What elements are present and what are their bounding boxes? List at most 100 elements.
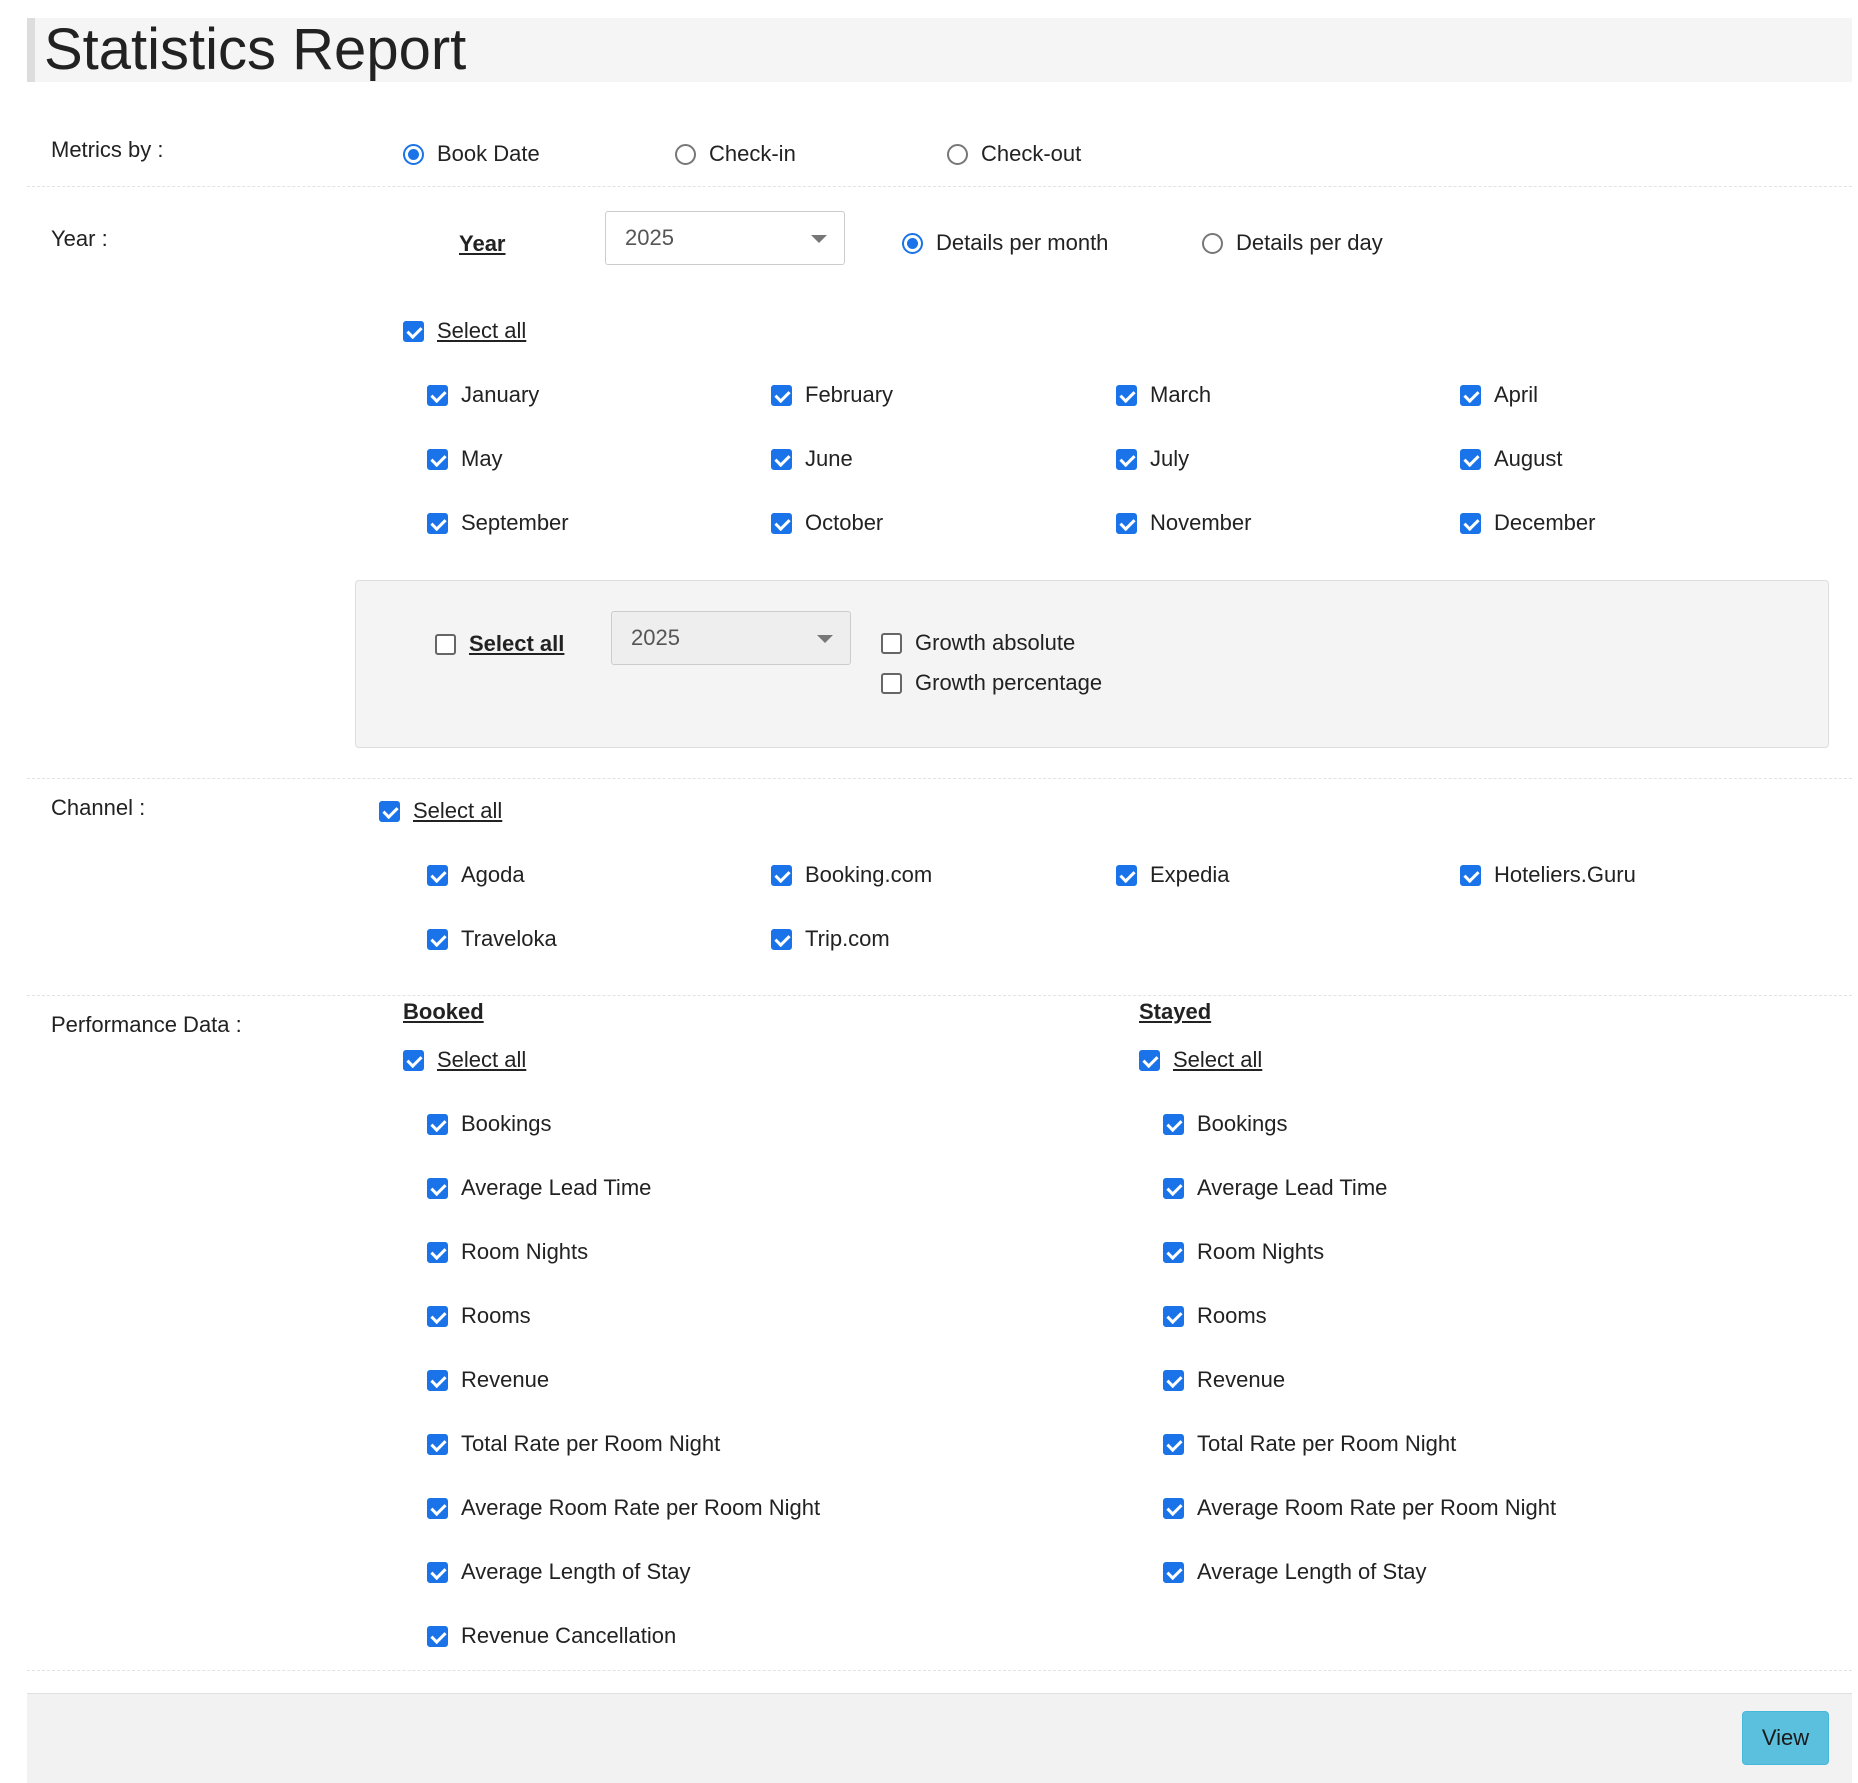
- month-checkbox[interactable]: December: [1460, 509, 1595, 537]
- view-button[interactable]: View: [1742, 1711, 1829, 1765]
- stayed-select-all[interactable]: Select all: [1139, 1046, 1262, 1074]
- checkbox[interactable]: [771, 512, 792, 534]
- radio-details-per-month[interactable]: Details per month: [902, 229, 1108, 257]
- radio-indicator[interactable]: [675, 143, 696, 165]
- stayed-metric-checkbox[interactable]: Average Lead Time: [1163, 1174, 1387, 1202]
- booked-metric-checkbox[interactable]: Room Nights: [427, 1238, 588, 1266]
- booked-metric-checkbox[interactable]: Average Room Rate per Room Night: [427, 1494, 820, 1522]
- checkbox[interactable]: [1163, 1113, 1184, 1135]
- select-all-label[interactable]: Select all: [413, 798, 503, 823]
- year-select[interactable]: 2025: [605, 211, 845, 265]
- checkbox[interactable]: [427, 1113, 448, 1135]
- radio-check-in[interactable]: Check-in: [675, 140, 796, 168]
- stayed-metric-checkbox[interactable]: Average Length of Stay: [1163, 1558, 1427, 1586]
- radio-indicator[interactable]: [902, 232, 923, 254]
- comparison-select-all[interactable]: Select all: [435, 630, 564, 658]
- checkbox[interactable]: [427, 864, 448, 886]
- checkbox[interactable]: [881, 672, 902, 694]
- checkbox[interactable]: [1460, 384, 1481, 406]
- checkbox[interactable]: [771, 864, 792, 886]
- month-checkbox[interactable]: May: [427, 445, 503, 473]
- select-all-label[interactable]: Select all: [437, 318, 527, 343]
- booked-metric-checkbox[interactable]: Revenue: [427, 1366, 549, 1394]
- booked-metric-checkbox[interactable]: Revenue Cancellation: [427, 1622, 676, 1650]
- radio-indicator[interactable]: [1202, 232, 1223, 254]
- checkbox[interactable]: [1116, 864, 1137, 886]
- checkbox[interactable]: [1163, 1433, 1184, 1455]
- month-checkbox[interactable]: July: [1116, 445, 1189, 473]
- month-checkbox[interactable]: March: [1116, 381, 1211, 409]
- checkbox[interactable]: [1163, 1369, 1184, 1391]
- booked-metric-checkbox[interactable]: Total Rate per Room Night: [427, 1430, 720, 1458]
- radio-indicator[interactable]: [947, 143, 968, 165]
- checkbox[interactable]: [771, 928, 792, 950]
- radio-details-per-day[interactable]: Details per day: [1202, 229, 1383, 257]
- checkbox[interactable]: [427, 928, 448, 950]
- month-checkbox[interactable]: June: [771, 445, 853, 473]
- checkbox[interactable]: [1116, 448, 1137, 470]
- checkbox[interactable]: [1460, 864, 1481, 886]
- growth-percentage-checkbox[interactable]: Growth percentage: [881, 669, 1102, 697]
- checkbox[interactable]: [1460, 512, 1481, 534]
- radio-check-out[interactable]: Check-out: [947, 140, 1081, 168]
- booked-metric-checkbox[interactable]: Average Length of Stay: [427, 1558, 691, 1586]
- checkbox[interactable]: [1163, 1497, 1184, 1519]
- select-all-label[interactable]: Select all: [437, 1047, 527, 1072]
- growth-absolute-checkbox[interactable]: Growth absolute: [881, 629, 1075, 657]
- month-checkbox[interactable]: August: [1460, 445, 1563, 473]
- booked-select-all[interactable]: Select all: [403, 1046, 526, 1074]
- checkbox[interactable]: [403, 1049, 424, 1071]
- month-checkbox[interactable]: October: [771, 509, 883, 537]
- stayed-metric-checkbox[interactable]: Average Room Rate per Room Night: [1163, 1494, 1556, 1522]
- booked-metric-checkbox[interactable]: Rooms: [427, 1302, 531, 1330]
- checkbox[interactable]: [427, 512, 448, 534]
- channel-checkbox[interactable]: Agoda: [427, 861, 525, 889]
- checkbox[interactable]: [427, 1177, 448, 1199]
- checkbox[interactable]: [1163, 1177, 1184, 1199]
- checkbox[interactable]: [1163, 1561, 1184, 1583]
- month-checkbox[interactable]: February: [771, 381, 893, 409]
- select-all-label[interactable]: Select all: [469, 631, 565, 656]
- checkbox[interactable]: [379, 800, 400, 822]
- select-all-label[interactable]: Select all: [1173, 1047, 1263, 1072]
- checkbox[interactable]: [1163, 1305, 1184, 1327]
- stayed-metric-checkbox[interactable]: Total Rate per Room Night: [1163, 1430, 1456, 1458]
- checkbox[interactable]: [427, 1433, 448, 1455]
- stayed-metric-checkbox[interactable]: Room Nights: [1163, 1238, 1324, 1266]
- checkbox[interactable]: [427, 1241, 448, 1263]
- channels-select-all[interactable]: Select all: [379, 797, 502, 825]
- stayed-metric-checkbox[interactable]: Bookings: [1163, 1110, 1288, 1138]
- month-checkbox[interactable]: November: [1116, 509, 1251, 537]
- comparison-year-select[interactable]: 2025: [611, 611, 851, 665]
- booked-metric-checkbox[interactable]: Average Lead Time: [427, 1174, 651, 1202]
- checkbox[interactable]: [427, 1561, 448, 1583]
- month-checkbox[interactable]: September: [427, 509, 569, 537]
- checkbox[interactable]: [435, 633, 456, 655]
- checkbox[interactable]: [1139, 1049, 1160, 1071]
- checkbox[interactable]: [427, 1625, 448, 1647]
- channel-checkbox[interactable]: Expedia: [1116, 861, 1230, 889]
- month-checkbox[interactable]: April: [1460, 381, 1538, 409]
- checkbox[interactable]: [881, 632, 902, 654]
- checkbox[interactable]: [427, 448, 448, 470]
- channel-checkbox[interactable]: Trip.com: [771, 925, 890, 953]
- checkbox[interactable]: [1116, 384, 1137, 406]
- stayed-metric-checkbox[interactable]: Rooms: [1163, 1302, 1267, 1330]
- months-select-all[interactable]: Select all: [403, 317, 526, 345]
- checkbox[interactable]: [403, 320, 424, 342]
- checkbox[interactable]: [427, 384, 448, 406]
- channel-checkbox[interactable]: Traveloka: [427, 925, 557, 953]
- checkbox[interactable]: [1116, 512, 1137, 534]
- stayed-metric-checkbox[interactable]: Revenue: [1163, 1366, 1285, 1394]
- channel-checkbox[interactable]: Booking.com: [771, 861, 932, 889]
- checkbox[interactable]: [771, 448, 792, 470]
- booked-metric-checkbox[interactable]: Bookings: [427, 1110, 552, 1138]
- checkbox[interactable]: [427, 1497, 448, 1519]
- checkbox[interactable]: [1460, 448, 1481, 470]
- checkbox[interactable]: [771, 384, 792, 406]
- radio-indicator[interactable]: [403, 143, 424, 165]
- checkbox[interactable]: [427, 1369, 448, 1391]
- month-checkbox[interactable]: January: [427, 381, 539, 409]
- checkbox[interactable]: [1163, 1241, 1184, 1263]
- channel-checkbox[interactable]: Hoteliers.Guru: [1460, 861, 1636, 889]
